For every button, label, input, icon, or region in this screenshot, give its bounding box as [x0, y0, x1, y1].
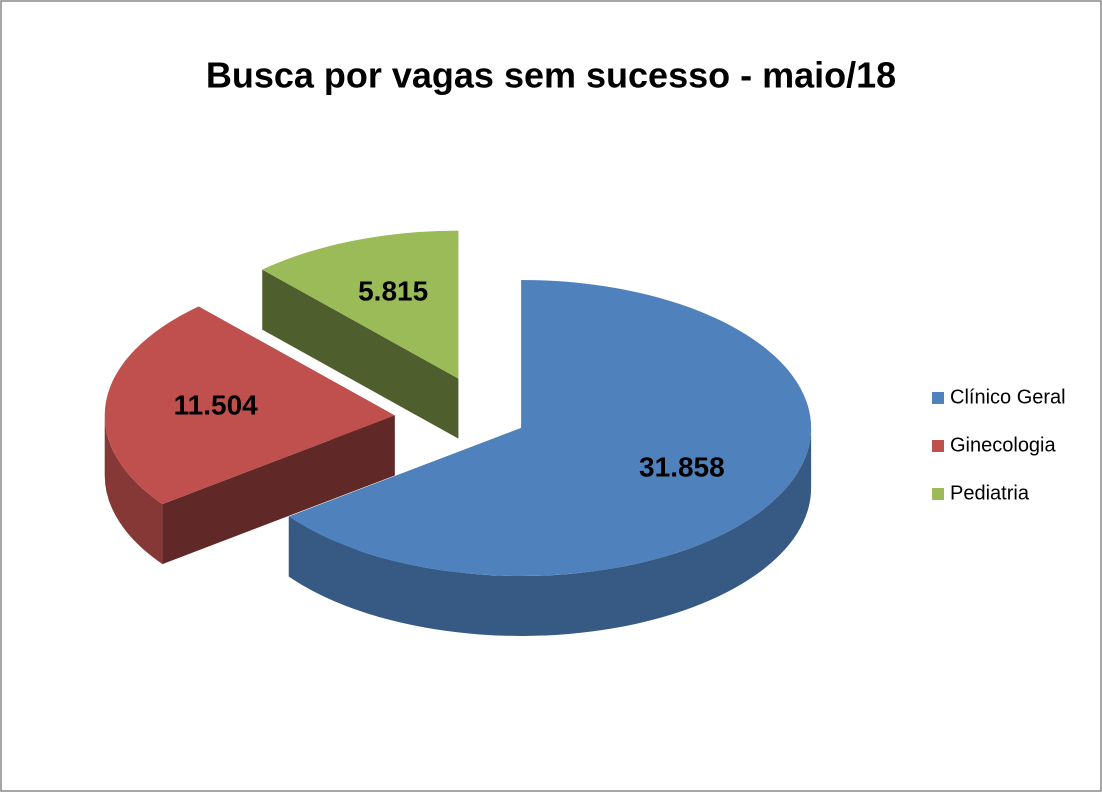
slice — [288, 279, 812, 576]
chart-title: Busca por vagas sem sucesso - maio/18 — [206, 55, 896, 96]
slice — [104, 306, 395, 505]
slice — [262, 230, 459, 379]
data-label: 5.815 — [358, 276, 428, 307]
legend-label: Ginecologia — [950, 434, 1057, 456]
legend-label: Pediatria — [950, 482, 1030, 504]
slice-wall — [288, 427, 812, 636]
legend-swatch — [932, 488, 944, 500]
data-label: 31.858 — [639, 451, 725, 482]
legend-swatch — [932, 440, 944, 452]
legend-label: Clínico Geral — [950, 386, 1066, 408]
slice-side — [262, 269, 459, 439]
data-label: 11.504 — [174, 389, 259, 420]
slice-wall — [104, 415, 163, 565]
slice-side — [162, 415, 395, 565]
legend-swatch — [932, 392, 944, 404]
